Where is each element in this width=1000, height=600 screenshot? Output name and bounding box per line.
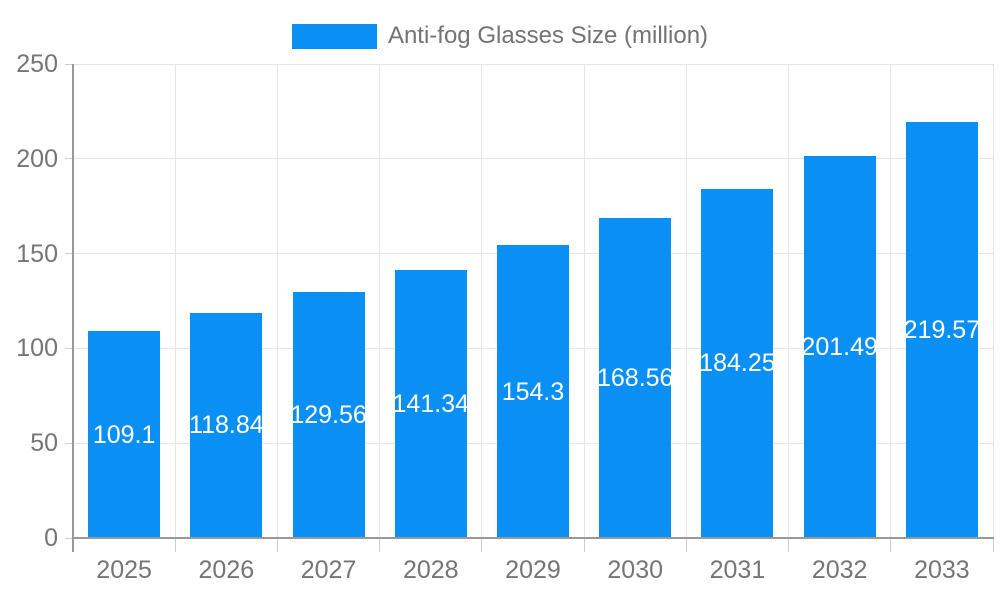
bar-value-label-2032: 201.49: [801, 332, 878, 361]
gridline-v-5: [583, 64, 585, 538]
bar-value-label-2030: 168.56: [596, 364, 674, 393]
x-axis-label-2029: 2029: [505, 556, 561, 584]
bar-value-label-2027: 129.56: [290, 401, 367, 430]
bar-value-label-2033: 219.57: [903, 315, 981, 344]
gridline-v-3: [379, 64, 381, 538]
x-tick-5: [583, 538, 585, 552]
gridline-v-1: [174, 64, 176, 538]
bar-2031[interactable]: [701, 188, 774, 538]
bar-value-label-2026: 118.84: [189, 411, 264, 440]
x-tick-6: [685, 538, 687, 552]
y-axis-label-200: 200: [16, 144, 58, 173]
y-tick-200: [65, 158, 73, 160]
x-axis-line: [72, 537, 994, 539]
x-tick-3: [379, 538, 381, 552]
x-tick-1: [174, 538, 176, 552]
y-tick-50: [65, 442, 73, 444]
bar-2033[interactable]: [905, 121, 978, 538]
bar-2030[interactable]: [599, 218, 672, 538]
x-axis-label-2026: 2026: [198, 556, 255, 584]
x-tick-4: [481, 538, 483, 552]
x-tick-9: [992, 538, 994, 552]
x-axis-label-2028: 2028: [402, 556, 459, 584]
y-axis-label-250: 250: [16, 50, 58, 78]
bar-value-label-2025: 109.1: [92, 420, 156, 449]
bar-value-label-2028: 141.34: [392, 390, 469, 418]
legend-swatch: [291, 23, 377, 49]
gridline-h-200: [73, 158, 993, 160]
x-tick-7: [788, 538, 790, 552]
bar-2026[interactable]: [190, 312, 263, 538]
bar-2029[interactable]: [497, 245, 569, 538]
x-tick-8: [890, 538, 892, 552]
gridline-v-4: [481, 64, 483, 538]
gridline-h-250: [73, 63, 993, 65]
x-axis-label-2030: 2030: [607, 556, 664, 584]
bar-2027[interactable]: [292, 292, 365, 538]
x-tick-2: [276, 538, 278, 552]
y-tick-100: [65, 347, 73, 349]
x-axis-label-2032: 2032: [811, 556, 868, 584]
x-axis-label-2027: 2027: [300, 556, 357, 584]
y-axis-label-50: 50: [30, 429, 58, 458]
bar-2032[interactable]: [803, 155, 876, 538]
y-tick-250: [65, 63, 73, 65]
x-axis-label-2031: 2031: [709, 556, 766, 584]
plot-area: 0 50 100 150 200 250 109.1 2025 118.84 2026 129.56…: [16, 50, 994, 584]
y-axis-label-0: 0: [44, 524, 58, 552]
legend-item[interactable]: Anti-fog Glasses Size (million): [0, 21, 1000, 51]
gridline-v-8: [890, 64, 892, 538]
gridline-v-6: [685, 64, 687, 538]
gridline-v-2: [276, 64, 278, 538]
y-axis-label-100: 100: [16, 334, 58, 363]
x-axis-label-2033: 2033: [914, 556, 970, 584]
bar-value-label-2029: 154.3: [501, 377, 565, 406]
gridline-v-9: [992, 64, 994, 538]
y-tick-150: [65, 253, 73, 255]
bar-2028[interactable]: [394, 270, 467, 538]
bar-2025[interactable]: [88, 331, 161, 538]
gridline-v-7: [788, 64, 790, 538]
bar-value-label-2031: 184.25: [699, 349, 776, 378]
y-tick-0: [65, 537, 73, 539]
legend-label: Anti-fog Glasses Size (million): [387, 22, 709, 49]
y-axis-label-150: 150: [16, 239, 58, 268]
x-axis-label-2025: 2025: [96, 556, 152, 584]
y-axis-line: [72, 64, 74, 552]
